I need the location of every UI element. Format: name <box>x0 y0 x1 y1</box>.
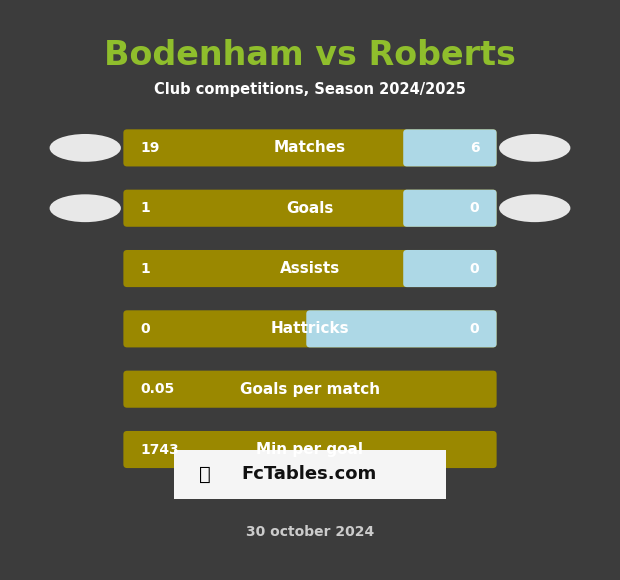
Text: Bodenham vs Roberts: Bodenham vs Roberts <box>104 39 516 71</box>
FancyBboxPatch shape <box>123 190 497 227</box>
Text: 19: 19 <box>141 141 160 155</box>
Text: 30 october 2024: 30 october 2024 <box>246 525 374 539</box>
Text: 1: 1 <box>141 201 151 215</box>
Text: 0.05: 0.05 <box>141 382 175 396</box>
Text: Hattricks: Hattricks <box>271 321 349 336</box>
FancyBboxPatch shape <box>123 371 497 408</box>
Text: 0: 0 <box>469 262 479 275</box>
Text: Goals per match: Goals per match <box>240 382 380 397</box>
Text: 0: 0 <box>469 322 479 336</box>
FancyBboxPatch shape <box>123 431 497 468</box>
Ellipse shape <box>50 194 121 222</box>
FancyBboxPatch shape <box>399 253 414 284</box>
FancyBboxPatch shape <box>174 450 446 499</box>
FancyBboxPatch shape <box>403 250 497 287</box>
Text: Min per goal: Min per goal <box>257 442 363 457</box>
FancyBboxPatch shape <box>123 129 497 166</box>
FancyBboxPatch shape <box>123 250 497 287</box>
FancyBboxPatch shape <box>399 193 414 223</box>
Ellipse shape <box>50 134 121 162</box>
FancyBboxPatch shape <box>123 310 497 347</box>
Text: FcTables.com: FcTables.com <box>242 465 377 483</box>
Text: 📊: 📊 <box>199 465 210 484</box>
Ellipse shape <box>499 134 570 162</box>
Text: 6: 6 <box>469 141 479 155</box>
Text: Assists: Assists <box>280 261 340 276</box>
Text: 1743: 1743 <box>141 443 180 456</box>
Text: Goals: Goals <box>286 201 334 216</box>
FancyBboxPatch shape <box>306 310 497 347</box>
Text: 0: 0 <box>141 322 151 336</box>
Text: 1: 1 <box>141 262 151 275</box>
Text: 0: 0 <box>469 201 479 215</box>
Text: Matches: Matches <box>274 140 346 155</box>
FancyBboxPatch shape <box>399 133 414 163</box>
FancyBboxPatch shape <box>403 190 497 227</box>
Ellipse shape <box>499 194 570 222</box>
Text: Club competitions, Season 2024/2025: Club competitions, Season 2024/2025 <box>154 82 466 97</box>
FancyBboxPatch shape <box>403 129 497 166</box>
FancyBboxPatch shape <box>303 314 317 344</box>
